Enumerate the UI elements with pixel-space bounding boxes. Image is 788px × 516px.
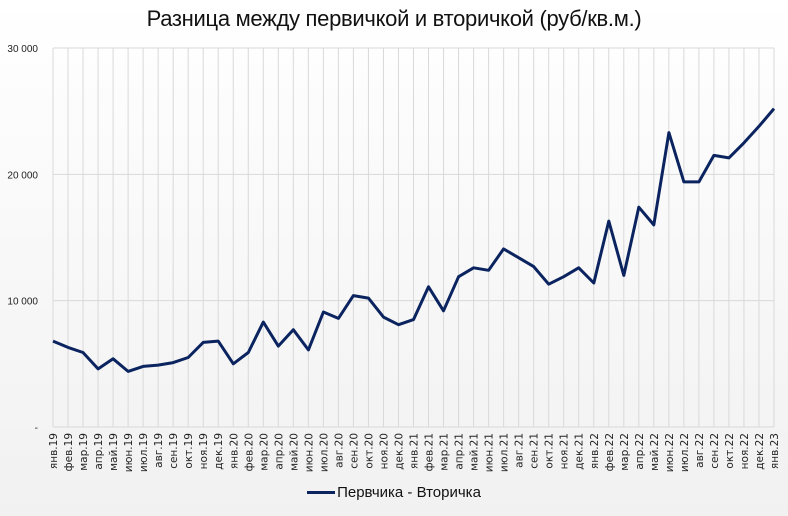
x-tick-label: мар.22: [619, 433, 631, 471]
series-line: [52, 107, 776, 373]
x-tick-label: июл.20: [318, 433, 330, 472]
y-tick-label: 20 000: [7, 170, 38, 181]
x-tick-label: мар.19: [78, 433, 90, 471]
legend: Первчика - Вторичка: [0, 484, 788, 501]
x-tick-label: май.22: [649, 433, 661, 471]
x-axis: янв.19 фев.19 мар.19 апр.19 май.19 июн.19 июл.…: [48, 433, 781, 472]
x-tick-label: июн.22: [664, 433, 676, 472]
x-tick-label: июл.21: [499, 433, 511, 472]
x-tick-label: сен.21: [529, 433, 541, 469]
x-tick-label: апр.20: [273, 433, 285, 470]
x-tick-label: июн.21: [484, 433, 496, 472]
x-tick-label: дек.21: [574, 433, 586, 470]
x-tick-label: июн.20: [303, 433, 315, 472]
x-tick-label: ноя.19: [198, 433, 210, 469]
x-tick-label: мар.20: [258, 433, 270, 471]
x-tick-label: янв.20: [228, 433, 240, 469]
x-tick-label: авг.21: [514, 433, 526, 468]
x-tick-label: авг.20: [333, 433, 345, 468]
x-tick-label: фев.22: [604, 433, 616, 471]
x-tick-label: окт.21: [544, 433, 556, 469]
gridlines: [52, 47, 775, 428]
y-axis: - 10 000 20 000 30 000: [7, 44, 38, 434]
x-tick-label: авг.22: [694, 433, 706, 468]
x-tick-label: фев.20: [243, 433, 255, 471]
legend-label: Первчика - Вторичка: [337, 484, 481, 501]
x-tick-label: июл.19: [138, 433, 150, 472]
y-tick-label: 10 000: [7, 297, 38, 308]
x-tick-label: окт.19: [183, 433, 195, 469]
x-tick-label: дек.19: [213, 433, 225, 470]
x-tick-label: май.21: [469, 433, 481, 471]
x-tick-label: дек.22: [754, 433, 766, 470]
x-tick-label: ноя.20: [378, 433, 390, 469]
x-tick-label: авг.19: [153, 433, 165, 468]
legend-line-swatch-icon: [307, 491, 336, 494]
x-tick-label: апр.22: [634, 433, 646, 470]
x-tick-label: сен.19: [168, 433, 180, 469]
x-tick-label: апр.21: [454, 433, 466, 470]
x-tick-label: фев.21: [424, 433, 436, 471]
x-tick-label: фев.19: [63, 433, 75, 471]
x-tick-label: окт.20: [363, 433, 375, 469]
x-tick-label: ноя.21: [559, 433, 571, 469]
x-tick-label: янв.21: [409, 433, 421, 469]
x-tick-label: дек.20: [393, 433, 405, 470]
x-tick-label: апр.19: [93, 433, 105, 470]
x-tick-label: окт.22: [724, 433, 736, 469]
x-tick-label: июн.19: [123, 433, 135, 472]
y-tick-label: -: [35, 423, 38, 434]
chart-title: Разница между первичкой и вторичкой (руб…: [146, 6, 642, 31]
x-tick-label: июл.22: [679, 433, 691, 472]
x-tick-label: ноя.22: [739, 433, 751, 469]
x-tick-label: сен.20: [348, 433, 360, 469]
x-tick-label: янв.23: [769, 433, 781, 469]
x-tick-label: май.20: [288, 433, 300, 471]
x-tick-label: сен.22: [709, 433, 721, 469]
y-tick-label: 30 000: [7, 44, 38, 55]
x-tick-label: мар.21: [439, 433, 451, 471]
x-tick-label: янв.22: [589, 433, 601, 469]
x-tick-label: янв.19: [48, 433, 60, 469]
x-tick-label: май.19: [108, 433, 120, 471]
